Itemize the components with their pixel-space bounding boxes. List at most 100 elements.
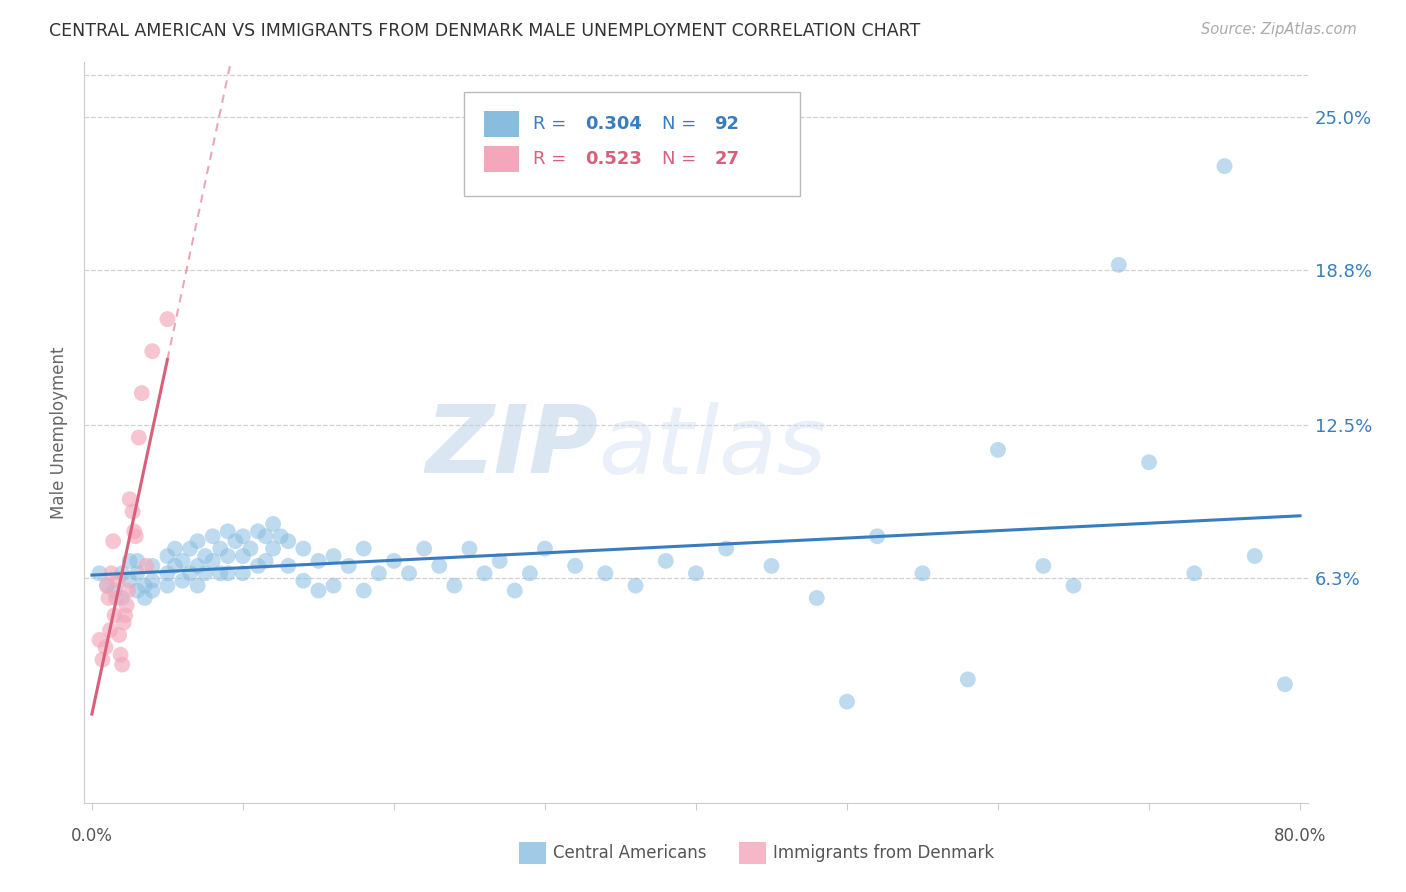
Point xyxy=(156,312,179,326)
Point xyxy=(564,558,586,573)
Point xyxy=(382,554,405,568)
Point xyxy=(163,558,186,573)
Point xyxy=(262,541,284,556)
Point xyxy=(100,566,122,581)
Point xyxy=(1213,159,1236,173)
FancyBboxPatch shape xyxy=(519,842,546,864)
Point xyxy=(209,541,232,556)
Point xyxy=(112,615,135,630)
Point xyxy=(443,579,465,593)
Point xyxy=(247,524,270,539)
Point xyxy=(135,558,157,573)
Point xyxy=(1182,566,1205,581)
Point xyxy=(1137,455,1160,469)
Text: 0.0%: 0.0% xyxy=(70,828,112,846)
Point xyxy=(217,566,239,581)
Point xyxy=(254,554,277,568)
Point xyxy=(127,566,149,581)
Point xyxy=(761,558,783,573)
Point xyxy=(179,566,201,581)
Point xyxy=(187,558,209,573)
Text: R =: R = xyxy=(533,150,572,168)
Y-axis label: Male Unemployment: Male Unemployment xyxy=(51,346,69,519)
Point xyxy=(353,541,375,556)
Point xyxy=(458,541,481,556)
Point xyxy=(337,558,360,573)
Text: 0.304: 0.304 xyxy=(585,115,641,133)
FancyBboxPatch shape xyxy=(484,145,519,171)
Point xyxy=(474,566,496,581)
Point xyxy=(292,574,315,588)
Point xyxy=(96,579,118,593)
Point xyxy=(134,591,156,605)
Point xyxy=(911,566,934,581)
Point xyxy=(94,640,117,655)
Point xyxy=(141,574,163,588)
Point xyxy=(128,431,150,445)
Point xyxy=(232,566,254,581)
Point xyxy=(835,695,858,709)
Point xyxy=(121,505,143,519)
Point xyxy=(117,583,139,598)
Point xyxy=(141,344,163,359)
Point xyxy=(956,673,979,687)
Point xyxy=(655,554,678,568)
Point xyxy=(172,574,194,588)
Point xyxy=(987,442,1010,457)
Point xyxy=(108,628,131,642)
Text: 80.0%: 80.0% xyxy=(1274,828,1326,846)
Text: 92: 92 xyxy=(714,115,740,133)
Point xyxy=(367,566,389,581)
Point xyxy=(187,534,209,549)
Point xyxy=(103,608,125,623)
Point xyxy=(194,566,217,581)
Text: CENTRAL AMERICAN VS IMMIGRANTS FROM DENMARK MALE UNEMPLOYMENT CORRELATION CHART: CENTRAL AMERICAN VS IMMIGRANTS FROM DENM… xyxy=(49,22,921,40)
Point xyxy=(141,558,163,573)
Point xyxy=(156,566,179,581)
Text: N =: N = xyxy=(662,115,702,133)
Point xyxy=(107,574,129,588)
Point xyxy=(1243,549,1265,563)
Text: Immigrants from Denmark: Immigrants from Denmark xyxy=(773,844,994,863)
Point xyxy=(98,623,121,637)
Point xyxy=(194,549,217,563)
Point xyxy=(179,541,201,556)
Point xyxy=(595,566,617,581)
Point xyxy=(110,648,132,662)
Point xyxy=(91,653,114,667)
Point xyxy=(103,583,125,598)
Point xyxy=(353,583,375,598)
Point xyxy=(217,549,239,563)
Point xyxy=(97,591,120,605)
Point xyxy=(624,579,647,593)
Point xyxy=(96,579,118,593)
Point xyxy=(307,554,329,568)
Point xyxy=(89,566,111,581)
Point xyxy=(232,549,254,563)
Point xyxy=(1274,677,1296,691)
FancyBboxPatch shape xyxy=(464,92,800,195)
Point xyxy=(127,583,149,598)
Point xyxy=(322,579,344,593)
Text: 27: 27 xyxy=(714,150,740,168)
Text: R =: R = xyxy=(533,115,572,133)
FancyBboxPatch shape xyxy=(738,842,766,864)
Point xyxy=(270,529,292,543)
Point xyxy=(307,583,329,598)
Point xyxy=(111,591,134,605)
Point xyxy=(201,554,224,568)
Point xyxy=(118,574,141,588)
Point xyxy=(156,549,179,563)
Point xyxy=(217,524,239,539)
Text: N =: N = xyxy=(662,150,702,168)
Text: ZIP: ZIP xyxy=(425,401,598,493)
Point xyxy=(111,566,134,581)
Point xyxy=(806,591,828,605)
Point xyxy=(247,558,270,573)
Point xyxy=(488,554,510,568)
Text: 0.523: 0.523 xyxy=(585,150,641,168)
Point xyxy=(201,529,224,543)
Point xyxy=(866,529,889,543)
Point xyxy=(122,524,145,539)
Point xyxy=(89,632,111,647)
